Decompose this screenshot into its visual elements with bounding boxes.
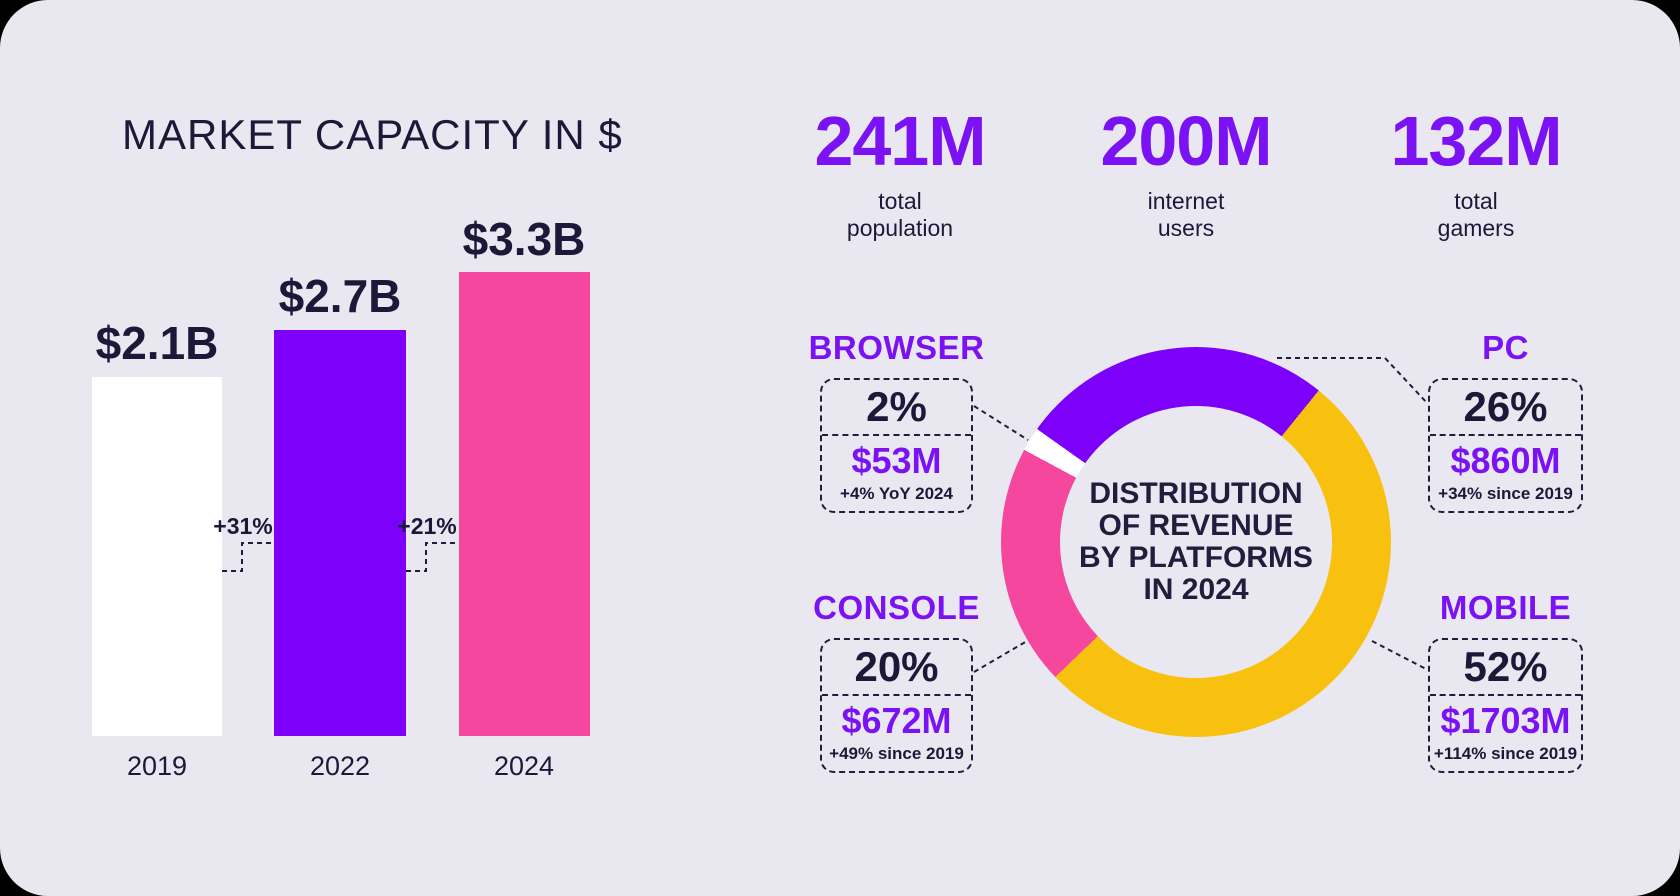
stat-value: 241M bbox=[814, 102, 986, 180]
callout-mobile: MOBILE 52% $1703M +114% since 2019 bbox=[1428, 590, 1583, 773]
revenue-browser: $53M bbox=[851, 440, 942, 481]
revenue-cell-pc: $860M +34% since 2019 bbox=[1430, 436, 1581, 511]
revenue-cell-mobile: $1703M +114% since 2019 bbox=[1430, 696, 1581, 771]
growth-label-2022-2024: +21% bbox=[397, 513, 457, 539]
growth-connector-2019-2022 bbox=[222, 542, 274, 572]
donut-title-line-4: IN 2024 bbox=[1143, 573, 1249, 607]
callout-box-pc: 26% $860M +34% since 2019 bbox=[1428, 378, 1583, 513]
callout-box-browser: 2% $53M +4% YoY 2024 bbox=[820, 378, 973, 513]
revenue-pc: $860M bbox=[1450, 440, 1561, 481]
percent-browser: 2% bbox=[822, 380, 971, 436]
bar-value-2019: $2.1B bbox=[95, 317, 219, 369]
platform-label-console: CONSOLE bbox=[813, 589, 980, 626]
revenue-mobile: $1703M bbox=[1440, 700, 1571, 741]
leader-line-mobile bbox=[1371, 640, 1429, 671]
callout-box-mobile: 52% $1703M +114% since 2019 bbox=[1428, 638, 1583, 773]
stat-value: 200M bbox=[1100, 102, 1272, 180]
bar-chart-title: MARKET CAPACITY IN $ bbox=[122, 111, 623, 158]
growth-console: +49% since 2019 bbox=[829, 744, 964, 763]
growth-pc: +34% since 2019 bbox=[1438, 484, 1573, 503]
platform-label-browser: BROWSER bbox=[808, 329, 985, 366]
bar-value-2022: $2.7B bbox=[278, 270, 402, 322]
donut-title-line-1: DISTRIBUTION bbox=[1089, 476, 1303, 510]
stat-value: 132M bbox=[1390, 102, 1562, 180]
stat-label: total population bbox=[846, 188, 954, 241]
percent-console: 20% bbox=[822, 640, 971, 696]
bar-2019 bbox=[92, 377, 222, 736]
growth-label-2019-2022: +31% bbox=[213, 513, 273, 539]
stat-label: total gamers bbox=[1437, 188, 1515, 241]
stat-internet-users: 200M internet users bbox=[1100, 102, 1272, 241]
callout-pc: PC 26% $860M +34% since 2019 bbox=[1428, 330, 1583, 513]
growth-connector-2022-2024 bbox=[406, 542, 459, 572]
callout-browser: BROWSER 2% $53M +4% YoY 2024 bbox=[809, 330, 984, 513]
leader-line-browser bbox=[973, 405, 1029, 441]
leader-line-console bbox=[973, 640, 1028, 673]
stat-total-gamers: 132M total gamers bbox=[1390, 102, 1562, 241]
growth-mobile: +114% since 2019 bbox=[1433, 744, 1578, 763]
revenue-console: $672M bbox=[841, 700, 952, 741]
callout-console: CONSOLE 20% $672M +49% since 2019 bbox=[813, 590, 979, 773]
stat-total-population: 241M total population bbox=[814, 102, 986, 241]
stat-label: internet users bbox=[1147, 188, 1225, 241]
bar-year-2019: 2019 bbox=[126, 751, 188, 781]
percent-mobile: 52% bbox=[1430, 640, 1581, 696]
bar-2022 bbox=[274, 330, 406, 736]
callout-box-console: 20% $672M +49% since 2019 bbox=[820, 638, 973, 773]
platform-label-pc: PC bbox=[1482, 329, 1529, 366]
bar-year-2024: 2024 bbox=[493, 751, 555, 781]
bar-year-2022: 2022 bbox=[309, 751, 371, 781]
platform-label-mobile: MOBILE bbox=[1439, 589, 1572, 626]
donut-center-title: DISTRIBUTION OF REVENUE BY PLATFORMS IN … bbox=[1079, 476, 1313, 607]
bar-2024 bbox=[459, 272, 590, 736]
donut-hole: DISTRIBUTION OF REVENUE BY PLATFORMS IN … bbox=[1060, 406, 1332, 678]
donut-title-line-3: BY PLATFORMS bbox=[1079, 541, 1313, 574]
percent-pc: 26% bbox=[1430, 380, 1581, 436]
bar-value-2024: $3.3B bbox=[462, 213, 586, 265]
revenue-cell-console: $672M +49% since 2019 bbox=[822, 696, 971, 771]
revenue-cell-browser: $53M +4% YoY 2024 bbox=[822, 436, 971, 511]
donut-title-line-2: OF REVENUE bbox=[1098, 508, 1294, 542]
growth-browser: +4% YoY 2024 bbox=[840, 484, 953, 503]
